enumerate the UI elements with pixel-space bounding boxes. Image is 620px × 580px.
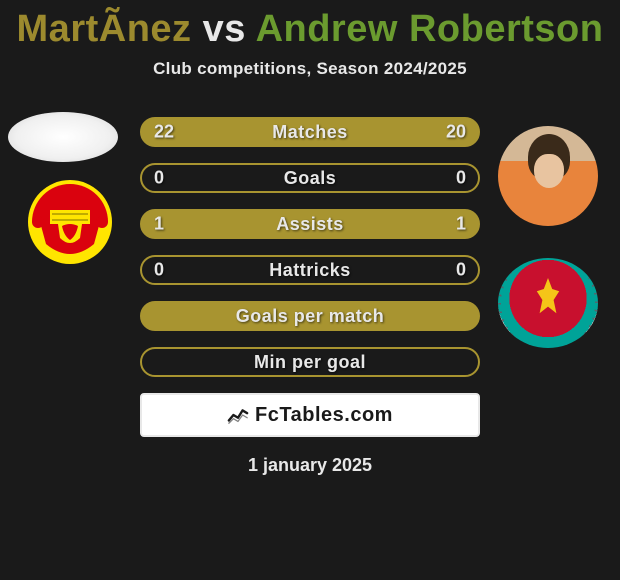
- stat-row-assists: 1 Assists 1: [140, 209, 480, 239]
- stat-right-value: 0: [456, 260, 466, 281]
- stat-left-value: 0: [154, 168, 164, 189]
- stat-row-goals: 0 Goals 0: [140, 163, 480, 193]
- player2-name: Andrew Robertson: [256, 8, 604, 50]
- stat-left-value: 1: [154, 214, 164, 235]
- stat-left-value: 0: [154, 260, 164, 281]
- source-badge-text: FcTables.com: [255, 404, 393, 427]
- player1-name: MartÃ­nez: [17, 8, 192, 50]
- season-subtitle: Club competitions, Season 2024/2025: [0, 59, 620, 79]
- stat-right-value: 0: [456, 168, 466, 189]
- vs-separator: vs: [203, 8, 246, 50]
- stat-label: Matches: [272, 122, 348, 143]
- stat-row-min-per-goal: Min per goal: [140, 347, 480, 377]
- comparison-date: 1 january 2025: [0, 455, 620, 476]
- stat-label: Assists: [276, 214, 344, 235]
- stat-left-value: 22: [154, 122, 174, 143]
- stat-row-matches: 22 Matches 20: [140, 117, 480, 147]
- stat-label: Min per goal: [254, 352, 366, 373]
- stats-container: 22 Matches 20 0 Goals 0 1 Assists 1 0 Ha…: [0, 117, 620, 476]
- stat-label: Goals: [284, 168, 337, 189]
- source-badge: FcTables.com: [140, 393, 480, 437]
- stat-right-value: 20: [446, 122, 466, 143]
- stat-right-value: 1: [456, 214, 466, 235]
- comparison-title: MartÃ­nez vs Andrew Robertson: [0, 0, 620, 51]
- stat-label: Goals per match: [236, 306, 385, 327]
- stat-row-goals-per-match: Goals per match: [140, 301, 480, 331]
- fctables-logo-icon: [227, 404, 249, 426]
- stat-label: Hattricks: [269, 260, 351, 281]
- stat-row-hattricks: 0 Hattricks 0: [140, 255, 480, 285]
